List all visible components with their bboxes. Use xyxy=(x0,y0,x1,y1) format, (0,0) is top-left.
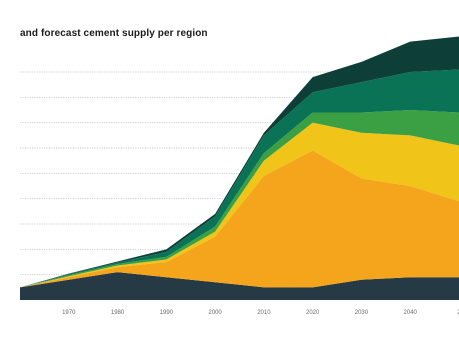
x-tick-label-5: 2010 xyxy=(257,310,271,316)
x-tick-label-1: 1970 xyxy=(62,310,76,316)
x-axis: 1970 1980 1990 2000 2010 2020 2030 2040 2 xyxy=(62,310,459,316)
x-tick-label-8: 2040 xyxy=(404,310,418,316)
x-tick-label-6: 2020 xyxy=(306,310,320,316)
x-tick-label-4: 2000 xyxy=(208,310,222,316)
x-tick-label-9: 2 xyxy=(457,310,459,316)
area-series-1 xyxy=(20,150,459,288)
area-series-5 xyxy=(20,36,459,288)
area-series-0 xyxy=(20,272,459,300)
area-layer xyxy=(20,36,459,300)
x-tick-label-2: 1980 xyxy=(111,310,125,316)
chart-title: and forecast cement supply per region xyxy=(20,28,208,39)
area-series-4 xyxy=(20,69,459,288)
x-tick-label-7: 2030 xyxy=(355,310,369,316)
area-series-2 xyxy=(20,122,459,288)
x-tick-label-3: 1990 xyxy=(160,310,174,316)
area-series-3 xyxy=(20,110,459,288)
